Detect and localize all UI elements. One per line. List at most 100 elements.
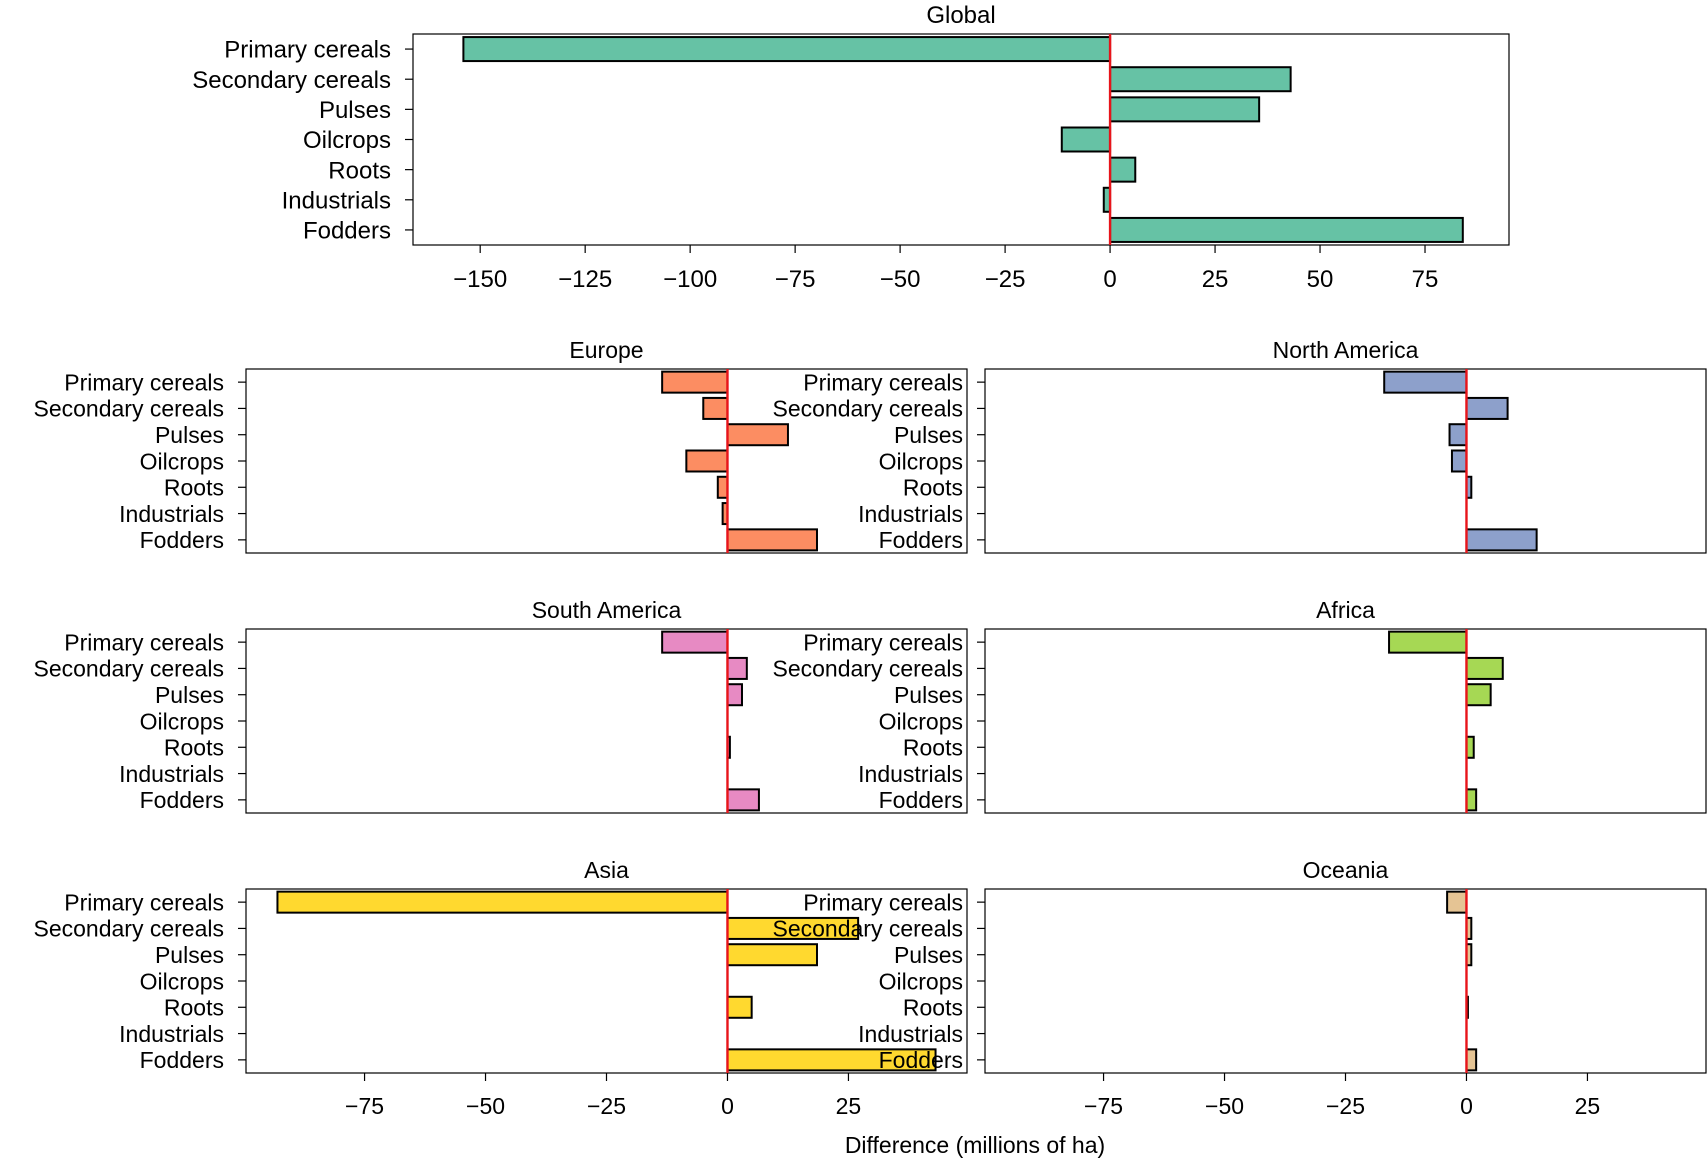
x-tick-label: 25 (836, 1093, 862, 1119)
y-tick-label: Roots (164, 735, 224, 761)
panel-title: Global (926, 2, 995, 29)
bar-oceania-0 (1446, 890, 1468, 914)
x-tick-label: −50 (466, 1093, 505, 1119)
y-tick-label: Secondary cereals (34, 656, 225, 682)
y-tick-label: Primary cereals (64, 629, 224, 655)
y-tick-label: Roots (164, 475, 224, 501)
bar-south-america-0 (661, 630, 729, 654)
y-tick-label: Oilcrops (303, 127, 391, 154)
x-tick-label: 75 (1412, 266, 1439, 293)
bar-africa-2 (1465, 683, 1492, 707)
y-tick-label: Fodders (140, 527, 224, 553)
plot-frame (984, 368, 1707, 554)
y-tick-label: Roots (903, 475, 963, 501)
bar-global-1 (1109, 66, 1292, 93)
panel-title: North America (1273, 337, 1419, 363)
y-tick-label: Pulses (894, 942, 963, 968)
bar-north-america-3 (1450, 449, 1468, 473)
y-tick-label: Fodders (140, 1047, 224, 1073)
y-tick-label: Oilcrops (140, 968, 224, 994)
bar-africa-1 (1465, 656, 1504, 680)
bar-asia-4 (726, 995, 753, 1019)
x-tick-label: 25 (1575, 1093, 1601, 1119)
y-tick-label: Secondary cereals (192, 67, 391, 94)
y-tick-label: Primary cereals (803, 369, 963, 395)
bar-europe-6 (726, 528, 818, 552)
x-tick-label: −25 (1326, 1093, 1365, 1119)
y-tick-label: Industrials (119, 1021, 224, 1047)
panel-title: Asia (584, 857, 629, 883)
y-tick-label: Industrials (858, 501, 963, 527)
bar-north-america-1 (1465, 396, 1509, 420)
y-tick-label: Fodders (303, 218, 391, 245)
plot-frame (984, 888, 1707, 1074)
y-tick-label: Fodders (140, 787, 224, 813)
y-tick-label: Industrials (858, 1021, 963, 1047)
y-tick-label: Primary cereals (803, 629, 963, 655)
x-tick-label: 0 (1460, 1093, 1473, 1119)
y-tick-label: Industrials (282, 187, 391, 214)
bar-oceania-6 (1465, 1048, 1478, 1072)
y-tick-label: Roots (903, 995, 963, 1021)
panel-title: South America (532, 597, 682, 623)
y-tick-label: Oilcrops (879, 968, 963, 994)
y-tick-label: Fodders (879, 1047, 963, 1073)
bar-south-america-6 (726, 788, 760, 812)
bar-asia-0 (276, 890, 729, 914)
x-tick-label: −100 (663, 266, 717, 293)
bar-europe-4 (716, 475, 729, 499)
y-tick-label: Oilcrops (140, 448, 224, 474)
y-tick-label: Industrials (119, 761, 224, 787)
bar-south-america-1 (726, 656, 748, 680)
x-tick-label: −75 (345, 1093, 384, 1119)
y-tick-label: Primary cereals (803, 889, 963, 915)
bar-global-2 (1109, 96, 1261, 123)
panel-title: Europe (569, 337, 643, 363)
y-tick-label: Pulses (155, 682, 224, 708)
y-tick-label: Fodders (879, 527, 963, 553)
bar-global-6 (1109, 216, 1464, 243)
bar-africa-6 (1465, 788, 1478, 812)
x-tick-label: 50 (1307, 266, 1334, 293)
y-tick-label: Oilcrops (879, 708, 963, 734)
plot-frame (412, 33, 1510, 246)
plot-frame (984, 628, 1707, 814)
bar-north-america-6 (1465, 528, 1538, 552)
x-tick-label: −75 (1084, 1093, 1123, 1119)
bar-europe-1 (702, 396, 729, 420)
x-tick-label: −50 (880, 266, 921, 293)
y-tick-label: Primary cereals (64, 369, 224, 395)
x-tick-label: 25 (1202, 266, 1229, 293)
y-tick-label: Primary cereals (224, 37, 391, 64)
bar-north-america-2 (1448, 423, 1468, 447)
bar-global-3 (1060, 126, 1112, 153)
bar-south-america-2 (726, 683, 743, 707)
y-tick-label: Industrials (119, 501, 224, 527)
y-tick-label: Secondary cereals (773, 656, 964, 682)
y-tick-label: Industrials (858, 761, 963, 787)
x-tick-label: −25 (587, 1093, 626, 1119)
panel-title: Africa (1316, 597, 1375, 623)
y-tick-label: Roots (903, 735, 963, 761)
y-tick-label: Secondary cereals (773, 396, 964, 422)
y-tick-label: Secondary cereals (773, 916, 964, 942)
y-tick-label: Fodders (879, 787, 963, 813)
y-tick-label: Pulses (894, 422, 963, 448)
bar-africa-0 (1388, 630, 1468, 654)
bar-asia-2 (726, 943, 818, 967)
bar-global-0 (462, 36, 1112, 63)
y-tick-label: Roots (164, 995, 224, 1021)
y-tick-label: Secondary cereals (34, 396, 225, 422)
y-tick-label: Oilcrops (879, 448, 963, 474)
y-tick-label: Pulses (894, 682, 963, 708)
x-tick-label: −25 (985, 266, 1026, 293)
y-tick-label: Primary cereals (64, 889, 224, 915)
bar-global-4 (1109, 156, 1137, 183)
y-tick-label: Roots (328, 157, 391, 184)
